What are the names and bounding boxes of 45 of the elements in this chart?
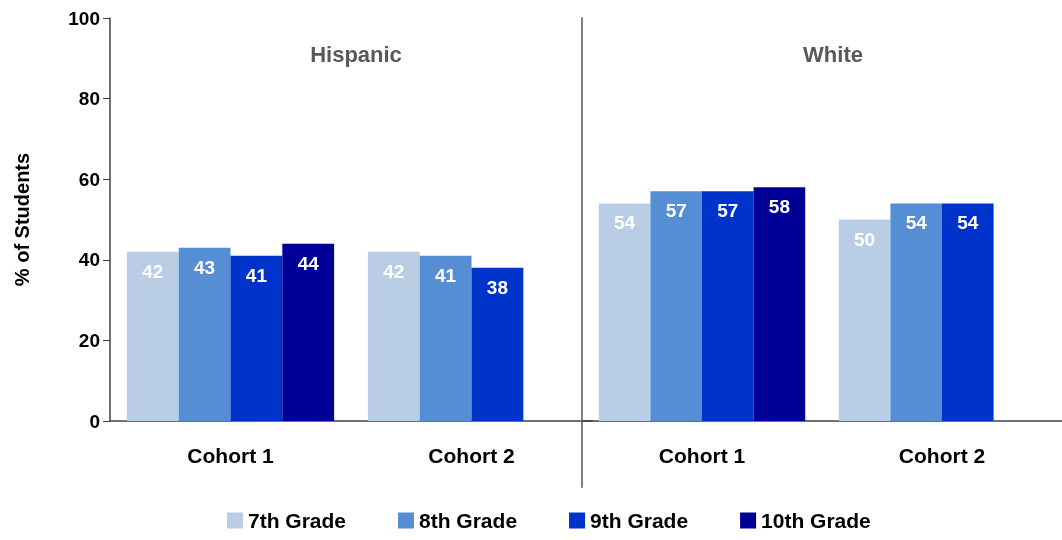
- y-tick-label: 80: [78, 88, 100, 110]
- data-label: 42: [383, 260, 405, 282]
- bar: [650, 191, 702, 421]
- y-tick-label: 40: [78, 249, 100, 271]
- x-tick-label: Cohort 2: [428, 444, 515, 467]
- bar: [598, 203, 651, 421]
- text: Hispanic: [310, 41, 402, 67]
- data-label: 42: [142, 260, 164, 282]
- bar: [230, 255, 283, 421]
- data-label: 38: [486, 276, 508, 298]
- bar: [282, 243, 335, 421]
- data-label: 57: [665, 200, 687, 222]
- text: White: [803, 41, 863, 67]
- y-tick-label: 60: [78, 168, 100, 190]
- y-axis-title: % of Students: [11, 152, 33, 287]
- legend-label: 7th Grade: [248, 509, 347, 532]
- bar: [838, 219, 891, 421]
- data-label: 54: [957, 212, 979, 234]
- x-tick-label: Cohort 1: [658, 444, 746, 467]
- data-label: 54: [614, 212, 636, 234]
- bar: [367, 251, 420, 421]
- data-label: 50: [854, 228, 876, 250]
- y-tick-label: 100: [68, 7, 100, 29]
- x-tick-label: Cohort 2: [898, 444, 986, 467]
- bar: [178, 247, 231, 421]
- bar: [702, 191, 754, 421]
- data-label: 43: [194, 256, 216, 278]
- data-label: 58: [768, 196, 790, 218]
- data-label: 57: [717, 200, 739, 222]
- bar: [753, 187, 806, 421]
- legend-label: 10th Grade: [761, 509, 871, 532]
- data-label: 41: [435, 264, 457, 286]
- legend-label: 9th Grade: [590, 509, 689, 532]
- legend-label: 8th Grade: [419, 509, 518, 532]
- data-label: 41: [245, 264, 268, 286]
- data-label: 54: [905, 212, 928, 234]
- y-tick-label: 0: [89, 410, 100, 432]
- bar: [471, 267, 524, 421]
- bar: [419, 255, 472, 421]
- bar: [890, 203, 942, 421]
- y-tick-label: 20: [78, 329, 100, 351]
- bar: [942, 203, 994, 421]
- data-label: 44: [297, 252, 320, 274]
- x-tick-label: Cohort 1: [187, 444, 274, 467]
- bar: [126, 251, 179, 421]
